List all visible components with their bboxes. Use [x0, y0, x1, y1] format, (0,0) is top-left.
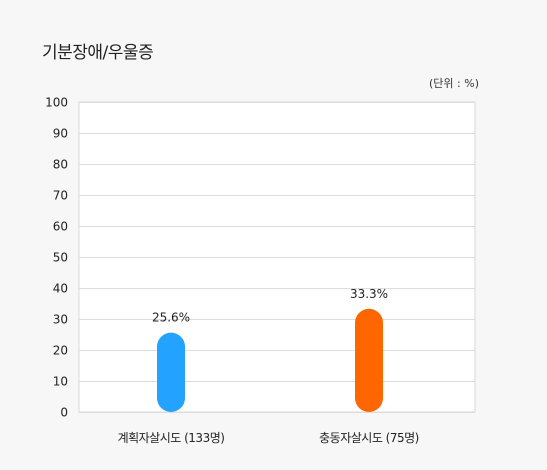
- bar-1: [157, 332, 185, 412]
- y-tick-label: 50: [53, 251, 68, 265]
- data-label: 33.3%: [350, 287, 388, 301]
- y-tick-label: 90: [53, 127, 68, 141]
- y-tick-label: 10: [53, 375, 68, 389]
- y-tick-label: 60: [53, 220, 68, 234]
- y-tick-label: 100: [45, 96, 68, 110]
- y-tick-label: 80: [53, 158, 68, 172]
- data-label: 25.6%: [152, 311, 190, 325]
- y-tick-label: 30: [53, 313, 68, 327]
- x-category-label: 계획자살시도 (133명): [118, 431, 225, 445]
- y-tick-label: 0: [60, 406, 68, 420]
- y-tick-label: 20: [53, 344, 68, 358]
- chart-title: 기분장애/우울증: [42, 43, 154, 63]
- y-tick-label: 40: [53, 282, 68, 296]
- x-category-label: 충동자살시도 (75명): [319, 431, 419, 445]
- bar-2: [355, 308, 383, 412]
- y-tick-label: 70: [53, 189, 68, 203]
- unit-note: (단위 : %): [429, 77, 479, 90]
